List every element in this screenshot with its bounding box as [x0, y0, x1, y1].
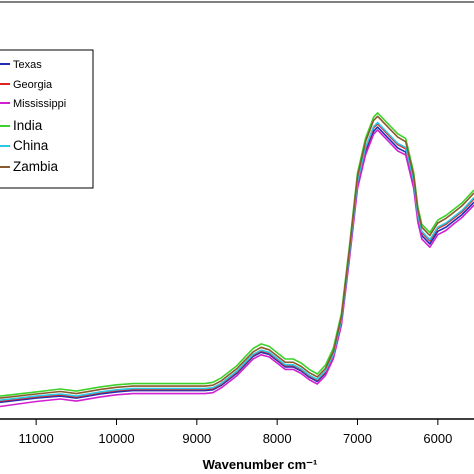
legend-label-zambia: Zambia: [13, 159, 59, 174]
x-tick-label: 7000: [343, 431, 372, 446]
legend-label-mississippi: Mississippi: [13, 98, 66, 110]
legend-label-india: India: [13, 118, 43, 133]
x-tick-label: 11000: [19, 431, 54, 446]
legend-label-china: China: [13, 138, 49, 153]
legend-box: [0, 49, 94, 189]
x-ticks: 11000 10000 9000 8000 7000 6000: [19, 419, 452, 446]
plot-frame: [0, 1, 474, 420]
legend: Texas Georgia Mississippi India China Zambia: [0, 49, 94, 189]
x-tick-label: 9000: [182, 431, 211, 446]
series-line-mississippi: [0, 129, 474, 408]
series-line-zambia: [0, 115, 474, 399]
series-group: [0, 112, 474, 408]
x-tick-label: 10000: [98, 431, 134, 446]
legend-label-texas: Texas: [13, 59, 42, 71]
x-tick-label: 8000: [263, 431, 292, 446]
x-tick-label: 6000: [423, 431, 452, 446]
legend-label-georgia: Georgia: [13, 79, 53, 91]
legend-entries: Texas Georgia Mississippi India China Zambia: [0, 59, 66, 174]
x-axis-title: Wavenumber cm⁻¹: [203, 457, 318, 472]
